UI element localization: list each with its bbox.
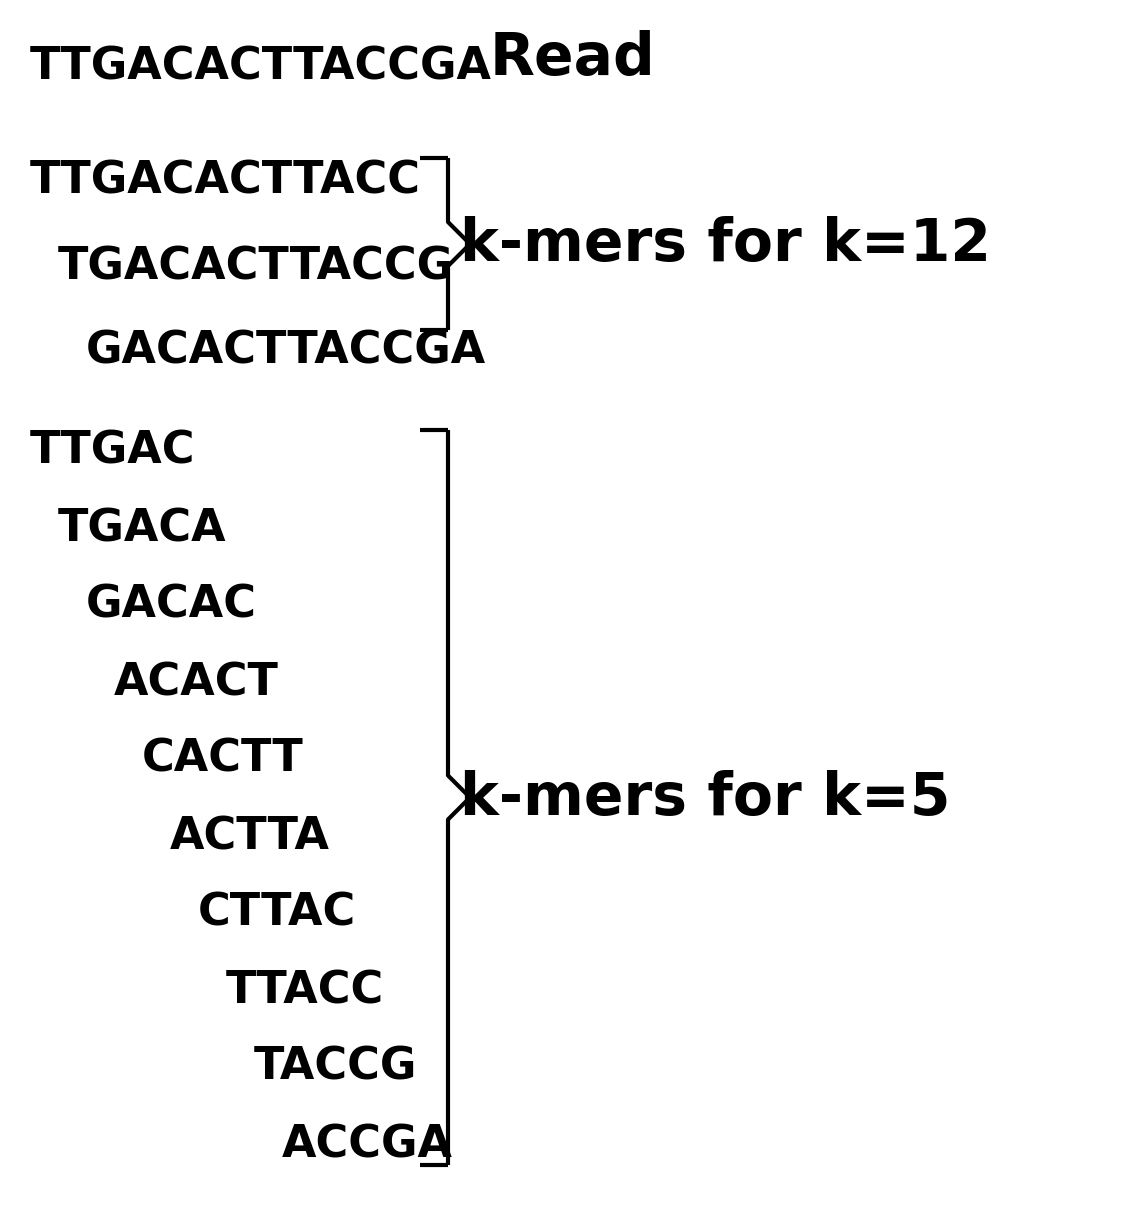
Text: GACAC: GACAC: [86, 583, 257, 627]
Text: GACACTTACCGA: GACACTTACCGA: [86, 330, 487, 373]
Text: ACCGA: ACCGA: [282, 1123, 453, 1166]
Text: TTGACACTTACCGA: TTGACACTTACCGA: [31, 45, 492, 88]
Text: Read: Read: [490, 30, 655, 86]
Text: CTTAC: CTTAC: [198, 892, 357, 935]
Text: TTACC: TTACC: [226, 970, 384, 1012]
Text: TGACACTTACCG: TGACACTTACCG: [58, 245, 454, 287]
Text: TACCG: TACCG: [254, 1046, 418, 1089]
Text: k-mers for k=12: k-mers for k=12: [460, 216, 990, 273]
Text: k-mers for k=5: k-mers for k=5: [460, 770, 951, 827]
Text: ACTTA: ACTTA: [170, 815, 331, 857]
Text: TTGAC: TTGAC: [31, 430, 196, 473]
Text: TGACA: TGACA: [58, 507, 226, 551]
Text: TTGACACTTACC: TTGACACTTACC: [31, 160, 421, 203]
Text: CACTT: CACTT: [142, 738, 303, 781]
Text: ACACT: ACACT: [114, 661, 278, 704]
